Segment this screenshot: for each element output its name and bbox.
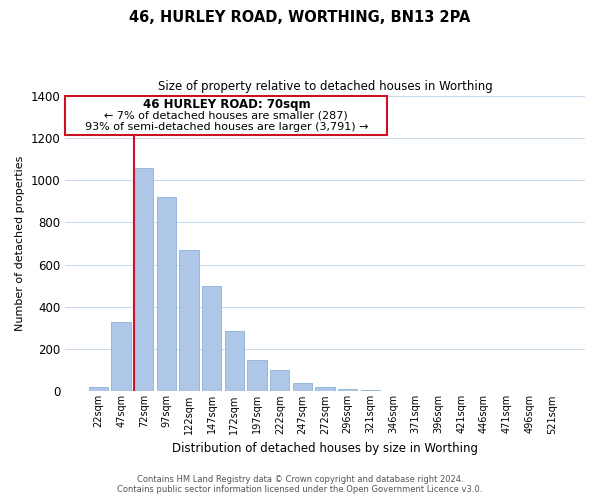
Text: 93% of semi-detached houses are larger (3,791) →: 93% of semi-detached houses are larger (… [85,122,368,132]
Title: Size of property relative to detached houses in Worthing: Size of property relative to detached ho… [158,80,493,93]
Bar [338,390,358,392]
Bar [89,387,108,392]
Text: 46, HURLEY ROAD, WORTHING, BN13 2PA: 46, HURLEY ROAD, WORTHING, BN13 2PA [130,10,470,25]
Bar [361,390,380,392]
Bar [134,168,154,392]
Bar [225,331,244,392]
X-axis label: Distribution of detached houses by size in Worthing: Distribution of detached houses by size … [172,442,478,455]
Bar [202,286,221,392]
Text: Contains HM Land Registry data © Crown copyright and database right 2024.: Contains HM Land Registry data © Crown c… [137,475,463,484]
Y-axis label: Number of detached properties: Number of detached properties [15,156,25,331]
Bar [270,370,289,392]
Text: ← 7% of detached houses are smaller (287): ← 7% of detached houses are smaller (287… [104,110,348,120]
Text: Contains public sector information licensed under the Open Government Licence v3: Contains public sector information licen… [118,484,482,494]
Text: 46 HURLEY ROAD: 70sqm: 46 HURLEY ROAD: 70sqm [143,98,310,110]
Bar [112,322,131,392]
Bar [247,360,267,392]
Bar [293,382,312,392]
Bar [316,386,335,392]
Bar [157,197,176,392]
Bar [179,250,199,392]
